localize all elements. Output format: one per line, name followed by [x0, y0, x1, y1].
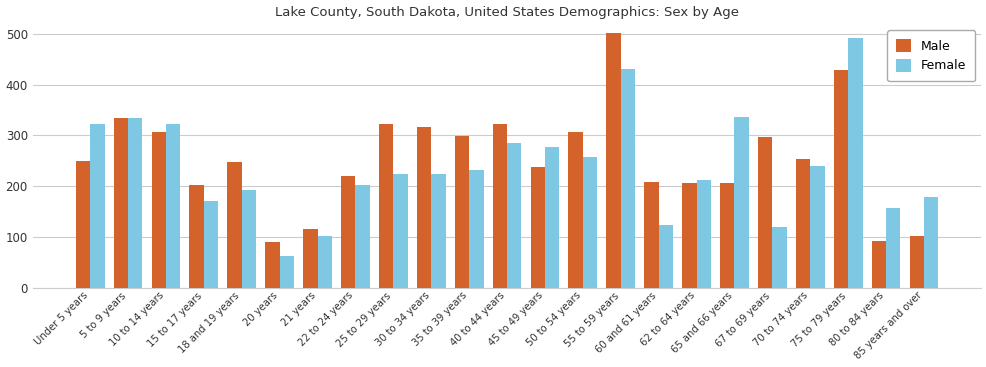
Bar: [265, 242, 279, 288]
Legend: Male, Female: Male, Female: [886, 30, 974, 81]
Bar: [810, 166, 823, 288]
Bar: [847, 38, 862, 288]
Bar: [885, 208, 899, 288]
Bar: [583, 157, 597, 288]
Bar: [393, 174, 407, 288]
Bar: [544, 147, 559, 288]
Bar: [772, 227, 786, 288]
Bar: [455, 137, 468, 288]
Bar: [734, 117, 748, 288]
Bar: [379, 124, 393, 288]
Bar: [416, 127, 431, 288]
Bar: [507, 143, 521, 288]
Title: Lake County, South Dakota, United States Demographics: Sex by Age: Lake County, South Dakota, United States…: [275, 6, 739, 19]
Bar: [341, 176, 355, 288]
Bar: [530, 167, 544, 288]
Bar: [757, 138, 772, 288]
Bar: [620, 69, 635, 288]
Bar: [696, 180, 710, 288]
Bar: [189, 185, 204, 288]
Bar: [833, 69, 847, 288]
Bar: [431, 174, 446, 288]
Bar: [152, 132, 166, 288]
Bar: [76, 161, 90, 288]
Bar: [658, 225, 672, 288]
Bar: [492, 124, 507, 288]
Bar: [166, 124, 180, 288]
Bar: [568, 132, 583, 288]
Bar: [644, 182, 658, 288]
Bar: [128, 118, 142, 288]
Bar: [795, 159, 810, 288]
Bar: [468, 170, 483, 288]
Bar: [720, 183, 734, 288]
Bar: [908, 236, 923, 288]
Bar: [681, 183, 696, 288]
Bar: [317, 236, 331, 288]
Bar: [90, 124, 105, 288]
Bar: [605, 33, 620, 288]
Bar: [227, 162, 242, 288]
Bar: [355, 185, 370, 288]
Bar: [923, 197, 938, 288]
Bar: [871, 241, 885, 288]
Bar: [204, 201, 218, 288]
Bar: [113, 118, 128, 288]
Bar: [279, 256, 294, 288]
Bar: [242, 190, 256, 288]
Bar: [303, 229, 317, 288]
